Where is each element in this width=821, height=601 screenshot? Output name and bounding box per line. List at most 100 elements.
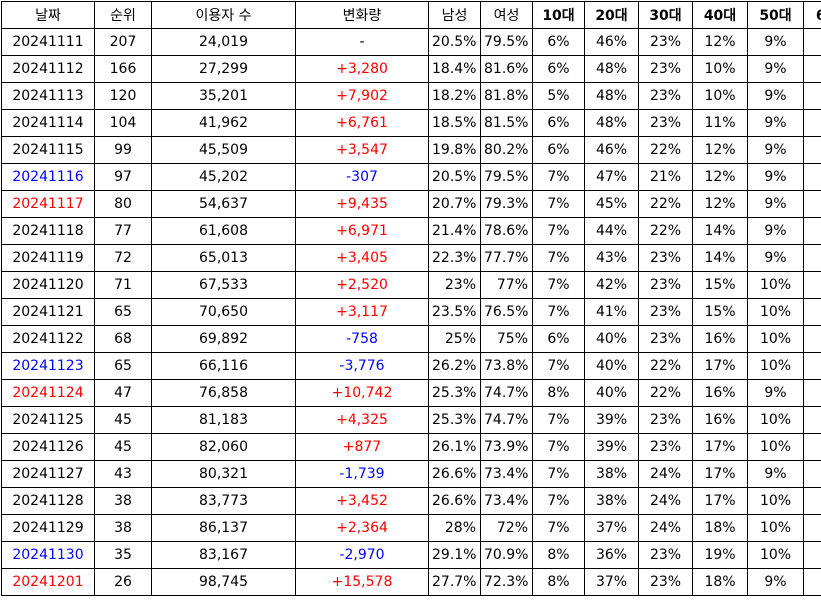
cell-age-50s: 10% — [748, 434, 804, 461]
cell-age-30s: 24% — [639, 488, 693, 515]
cell-age-50s: 10% — [748, 488, 804, 515]
cell-age-10s: 7% — [533, 488, 585, 515]
cell-age-20s: 42% — [585, 272, 639, 299]
cell-age-30s: 22% — [639, 353, 693, 380]
cell-rank: 43 — [95, 461, 152, 488]
cell-age-20s: 38% — [585, 488, 639, 515]
cell-age-60s: 4% — [804, 218, 821, 245]
cell-male: 25.3% — [429, 407, 481, 434]
cell-age-60s: 4% — [804, 353, 821, 380]
cell-male: 25% — [429, 326, 481, 353]
cell-female: 79.5% — [481, 164, 533, 191]
cell-change: +15,578 — [296, 569, 429, 596]
cell-date: 20241127 — [2, 461, 95, 488]
cell-age-20s: 40% — [585, 326, 639, 353]
cell-female: 73.8% — [481, 353, 533, 380]
cell-age-10s: 7% — [533, 299, 585, 326]
cell-change: -1,739 — [296, 461, 429, 488]
cell-age-30s: 23% — [639, 542, 693, 569]
cell-date: 20241120 — [2, 272, 95, 299]
cell-age-10s: 7% — [533, 461, 585, 488]
cell-date: 20241124 — [2, 380, 95, 407]
cell-age-50s: 9% — [748, 137, 804, 164]
cell-age-40s: 12% — [693, 29, 748, 56]
cell-age-60s: 5% — [804, 137, 821, 164]
cell-rank: 71 — [95, 272, 152, 299]
cell-age-40s: 11% — [693, 110, 748, 137]
cell-age-30s: 24% — [639, 515, 693, 542]
cell-rank: 65 — [95, 353, 152, 380]
cell-female: 81.5% — [481, 110, 533, 137]
cell-female: 81.6% — [481, 56, 533, 83]
cell-date: 20241126 — [2, 434, 95, 461]
cell-rank: 77 — [95, 218, 152, 245]
cell-age-60s: 4% — [804, 164, 821, 191]
cell-age-50s: 9% — [748, 110, 804, 137]
cell-date: 20241111 — [2, 29, 95, 56]
cell-age-40s: 19% — [693, 542, 748, 569]
cell-male: 29.1% — [429, 542, 481, 569]
cell-female: 70.9% — [481, 542, 533, 569]
cell-age-60s: 4% — [804, 299, 821, 326]
cell-users: 83,773 — [152, 488, 296, 515]
cell-female: 75% — [481, 326, 533, 353]
cell-rank: 99 — [95, 137, 152, 164]
header-row: 날짜 순위 이용자 수 변화량 남성 여성 10대 20대 30대 40대 50… — [2, 2, 821, 29]
cell-date: 20241116 — [2, 164, 95, 191]
cell-age-30s: 23% — [639, 407, 693, 434]
cell-change: +3,452 — [296, 488, 429, 515]
header-rank: 순위 — [95, 2, 152, 29]
cell-users: 24,019 — [152, 29, 296, 56]
cell-rank: 47 — [95, 380, 152, 407]
cell-age-60s: 5% — [804, 569, 821, 596]
cell-age-30s: 23% — [639, 56, 693, 83]
cell-change: +3,405 — [296, 245, 429, 272]
cell-age-30s: 23% — [639, 83, 693, 110]
cell-male: 26.1% — [429, 434, 481, 461]
cell-age-60s: 4% — [804, 56, 821, 83]
cell-age-30s: 23% — [639, 569, 693, 596]
cell-age-60s: 4% — [804, 434, 821, 461]
header-age-60s: 60대 — [804, 2, 821, 29]
header-female: 여성 — [481, 2, 533, 29]
cell-rank: 120 — [95, 83, 152, 110]
cell-age-30s: 23% — [639, 110, 693, 137]
cell-age-10s: 8% — [533, 380, 585, 407]
cell-age-40s: 15% — [693, 272, 748, 299]
cell-age-10s: 7% — [533, 218, 585, 245]
cell-change: - — [296, 29, 429, 56]
cell-change: +6,971 — [296, 218, 429, 245]
cell-male: 21.4% — [429, 218, 481, 245]
cell-age-30s: 21% — [639, 164, 693, 191]
cell-age-60s: 4% — [804, 515, 821, 542]
cell-rank: 45 — [95, 407, 152, 434]
cell-age-40s: 16% — [693, 326, 748, 353]
cell-change: +9,435 — [296, 191, 429, 218]
cell-female: 72.3% — [481, 569, 533, 596]
cell-age-20s: 48% — [585, 110, 639, 137]
cell-date: 20241119 — [2, 245, 95, 272]
cell-rank: 104 — [95, 110, 152, 137]
cell-users: 69,892 — [152, 326, 296, 353]
cell-date: 20241129 — [2, 515, 95, 542]
cell-age-10s: 7% — [533, 407, 585, 434]
cell-age-50s: 10% — [748, 407, 804, 434]
cell-age-40s: 12% — [693, 137, 748, 164]
cell-age-30s: 23% — [639, 299, 693, 326]
cell-male: 26.2% — [429, 353, 481, 380]
cell-age-60s: 4% — [804, 29, 821, 56]
cell-users: 54,637 — [152, 191, 296, 218]
cell-age-20s: 39% — [585, 434, 639, 461]
cell-rank: 72 — [95, 245, 152, 272]
cell-female: 74.7% — [481, 380, 533, 407]
cell-age-20s: 45% — [585, 191, 639, 218]
cell-users: 66,116 — [152, 353, 296, 380]
cell-age-20s: 37% — [585, 515, 639, 542]
cell-users: 27,299 — [152, 56, 296, 83]
